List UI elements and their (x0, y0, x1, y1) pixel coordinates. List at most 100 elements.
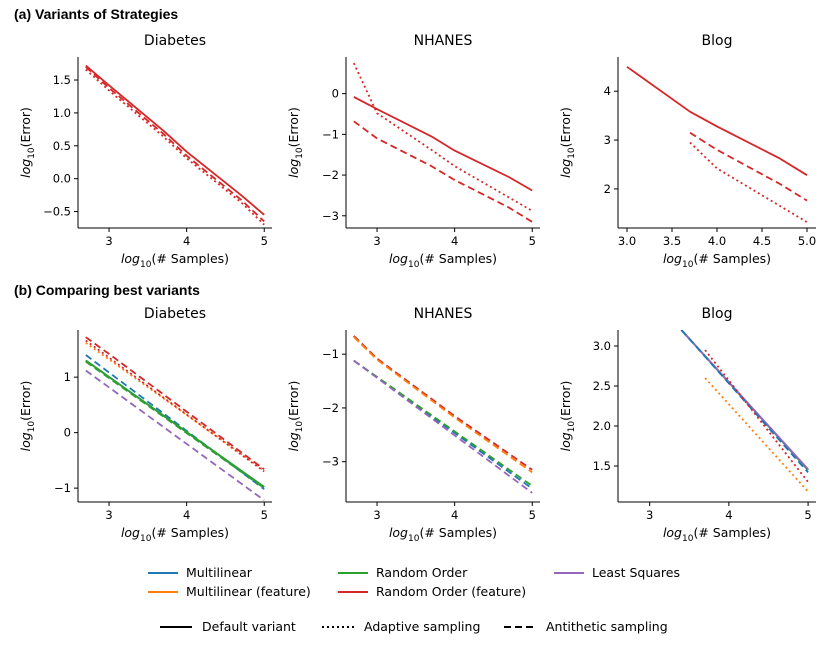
x-axis-label: log10(# Samples) (389, 251, 497, 270)
series-line (85, 339, 265, 473)
y-tick-label: 3 (604, 133, 611, 147)
y-axis-label-sub: 10 (295, 421, 305, 433)
y-axis-label-rest: (Error) (18, 107, 33, 147)
series-line (353, 336, 533, 474)
y-axis-label-rest: (Error) (558, 107, 573, 147)
x-tick-label: 5 (261, 234, 268, 248)
legend-style-label: Default variant (202, 619, 296, 634)
x-tick-label: 4 (183, 508, 190, 522)
y-tick-label: 0.5 (53, 139, 71, 153)
series-line (353, 359, 533, 490)
x-axis-label-sub: 10 (140, 260, 152, 270)
series-line (85, 354, 265, 490)
x-axis-label-sub: 10 (682, 534, 694, 544)
x-axis-label-log: log (663, 251, 682, 266)
y-tick-label: 2.0 (593, 419, 611, 433)
y-tick-label: 1 (64, 370, 71, 384)
series-group (626, 66, 808, 223)
y-tick-label: −2 (322, 168, 339, 182)
legend-style-label: Antithetic sampling (546, 619, 668, 634)
y-axis-label-log: log (558, 159, 573, 178)
series-line (85, 68, 265, 226)
x-axis-label-rest: (# Samples) (419, 525, 497, 540)
x-tick-label: 3 (646, 508, 653, 522)
x-axis-label-log: log (389, 525, 408, 540)
series-line (85, 64, 265, 216)
x-tick-label: 4.5 (753, 234, 771, 248)
series-line (680, 330, 809, 470)
y-tick-label: 2.5 (593, 379, 611, 393)
series-line (689, 131, 808, 202)
x-axis-label-rest: (# Samples) (151, 525, 229, 540)
x-axis-label-log: log (389, 251, 408, 266)
x-tick-label: 3.5 (663, 234, 681, 248)
x-tick-label: 4.0 (708, 234, 726, 248)
x-tick-label: 3 (105, 234, 112, 248)
y-axis-label: log10(Error) (558, 107, 577, 178)
y-tick-label: 3.0 (593, 339, 611, 353)
x-tick-label: 3 (373, 234, 380, 248)
x-tick-label: 3 (373, 508, 380, 522)
y-tick-label: −1 (54, 481, 71, 495)
x-axis-label: log10(# Samples) (121, 251, 229, 270)
x-axis-label-sub: 10 (140, 534, 152, 544)
x-axis-label-log: log (121, 525, 140, 540)
y-tick-label: −1 (322, 127, 339, 141)
y-tick-label: 1.5 (593, 459, 611, 473)
x-axis-label: log10(# Samples) (663, 251, 771, 270)
section-a-title: (a) Variants of Strategies (14, 6, 179, 22)
series-line (680, 330, 809, 473)
y-tick-label: 4 (604, 84, 611, 98)
x-tick-label: 5.0 (798, 234, 816, 248)
series-line (704, 377, 809, 493)
series-line (85, 336, 265, 471)
series-group (353, 335, 533, 494)
series-line (353, 359, 533, 494)
series-line (353, 120, 533, 223)
y-axis-label: log10(Error) (286, 107, 305, 178)
series-line (353, 96, 533, 192)
y-tick-label: −3 (322, 455, 339, 469)
x-axis-label-sub: 10 (682, 260, 694, 270)
x-tick-label: 5 (529, 508, 536, 522)
x-tick-label: 3.0 (618, 234, 636, 248)
series-line (626, 66, 808, 176)
y-axis-label: log10(Error) (18, 107, 37, 178)
y-axis-label: log10(Error) (286, 381, 305, 452)
series-line (353, 335, 533, 471)
x-axis-label-rest: (# Samples) (693, 525, 771, 540)
y-axis-label-rest: (Error) (286, 381, 301, 421)
series-group (680, 330, 809, 493)
section-b-title: (b) Comparing best variants (14, 282, 200, 298)
x-tick-label: 4 (451, 234, 458, 248)
series-group (352, 62, 533, 223)
x-tick-label: 5 (529, 234, 536, 248)
x-tick-label: 5 (261, 508, 268, 522)
y-axis-label-rest: (Error) (286, 107, 301, 147)
series-line (352, 62, 533, 212)
series-group (85, 64, 265, 226)
x-tick-label: 4 (183, 234, 190, 248)
legend-style-label: Adaptive sampling (364, 619, 480, 634)
y-tick-label: 0 (332, 87, 339, 101)
y-axis-label: log10(Error) (558, 381, 577, 452)
x-axis-label: log10(# Samples) (121, 525, 229, 544)
legend-method-label: Multilinear (feature) (186, 584, 311, 599)
legend-method-label: Random Order (feature) (376, 584, 526, 599)
x-axis-label-log: log (121, 251, 140, 266)
series-line (85, 342, 265, 472)
y-axis-label-log: log (18, 432, 33, 451)
y-tick-label: 0 (64, 426, 71, 440)
x-tick-label: 3 (105, 508, 112, 522)
panel-title: NHANES (414, 306, 473, 322)
legend-method-label: Random Order (376, 565, 468, 580)
x-axis-label-rest: (# Samples) (419, 251, 497, 266)
y-axis-label-rest: (Error) (18, 381, 33, 421)
series-line (85, 66, 265, 223)
y-axis-label-sub: 10 (27, 147, 37, 159)
panel-title: Blog (702, 306, 733, 322)
